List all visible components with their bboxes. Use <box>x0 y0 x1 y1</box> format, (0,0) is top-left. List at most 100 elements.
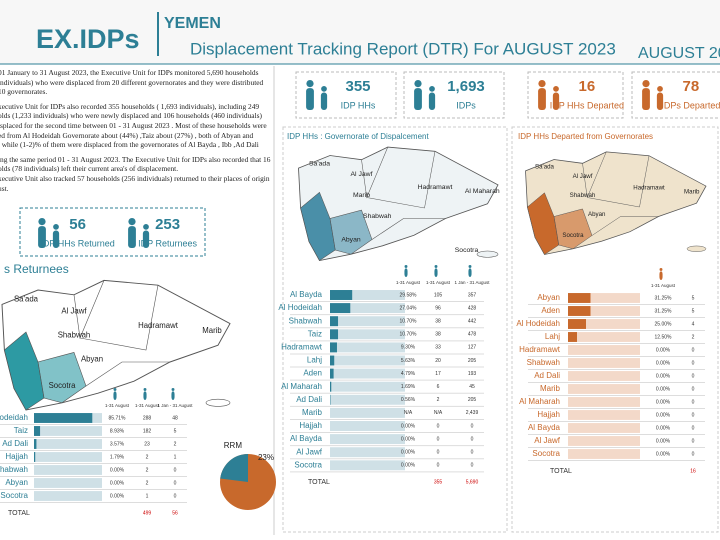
cell: 5 <box>174 428 177 434</box>
cell: 2 <box>146 467 149 473</box>
row-label: Hajjah <box>5 452 28 461</box>
bar <box>330 342 337 353</box>
cell: 20 <box>435 358 441 364</box>
row-label: Abyan <box>537 293 560 302</box>
stat-label: IDPs Departed <box>661 100 720 110</box>
map-label: Hadramawt <box>138 321 179 330</box>
bar <box>34 452 36 462</box>
bar-track <box>568 319 640 329</box>
bar-track <box>568 410 640 420</box>
row-label: Marib <box>540 384 561 393</box>
icon <box>414 88 422 110</box>
pct-label: 27.04% <box>400 305 418 311</box>
cell: 0 <box>471 423 474 429</box>
bar-track <box>34 426 102 436</box>
pct-label: 0.00% <box>656 451 671 457</box>
map-label: Sa'ada <box>535 164 555 171</box>
cell: 0 <box>692 399 695 405</box>
text-line: olds (78 individuals) left their current… <box>0 164 179 174</box>
cell: 193 <box>468 371 477 377</box>
pct-label: 12.50% <box>655 334 673 340</box>
panel <box>511 126 719 533</box>
total-cell: TOTAL <box>550 468 572 475</box>
pct-label: 0.00% <box>110 480 125 486</box>
map-region <box>329 209 373 255</box>
cell: 96 <box>435 305 441 311</box>
map-label: Hadramawt <box>633 185 665 192</box>
map-label: Abyan <box>81 355 103 364</box>
stat-label: IDP Returnees <box>138 238 197 248</box>
map: Sa'ada Al Jawf Hadramawt Marib Shabwah Abyan S… <box>1 279 231 411</box>
row-label: Taiz <box>308 329 322 338</box>
pct-label: 0.00% <box>656 373 671 379</box>
icon <box>642 80 650 88</box>
cell: 428 <box>468 305 477 311</box>
icon <box>53 224 59 230</box>
cell: 2 <box>146 454 149 460</box>
pct-label: 1.79% <box>110 454 125 460</box>
pct-label: 31.25% <box>655 295 673 301</box>
cell: 127 <box>468 345 477 351</box>
country: YEMEN <box>164 15 221 32</box>
pct-label: 1.69% <box>401 384 416 390</box>
map-label: Al Jawf <box>61 307 87 316</box>
row-label: Al Hodeidah <box>516 319 560 328</box>
map-border <box>361 146 446 240</box>
cell: 0 <box>437 450 440 456</box>
icon <box>321 86 327 92</box>
icon <box>320 92 328 110</box>
icon <box>113 388 117 391</box>
report-date: AUGUST 20 <box>638 45 720 62</box>
bar-track <box>568 345 640 355</box>
column-header: 1-31 August <box>135 403 160 408</box>
intro-text: 01 January to 31 August 2023, the Execut… <box>0 68 288 198</box>
map-label: Sa'ada <box>309 161 330 168</box>
cell: 0 <box>174 493 177 499</box>
icon <box>642 88 650 110</box>
icon <box>306 80 314 88</box>
bar <box>330 303 351 314</box>
row-label: Hajjah <box>299 421 322 430</box>
text-line: ust. <box>0 183 9 193</box>
bar-track <box>568 358 640 368</box>
icon <box>434 265 438 268</box>
pct-label: 10.70% <box>400 332 418 338</box>
row-label: Ad Dali <box>534 371 560 380</box>
pct-label: 29.58% <box>400 292 418 298</box>
cell: 0 <box>437 436 440 442</box>
cell: 6 <box>437 384 440 390</box>
row-label: Al Jawf <box>296 447 323 456</box>
cell: 205 <box>468 397 477 403</box>
bar-track <box>330 342 405 353</box>
cell: 288 <box>143 415 152 421</box>
pct-label: 0.00% <box>401 423 416 429</box>
stat-value: 355 <box>345 78 370 95</box>
column-header: 1-31 August <box>396 280 421 285</box>
icon <box>434 268 438 277</box>
column-header: 1 Jan - 31 August <box>454 280 490 285</box>
paragraph: ing the same period 01 - 31 August 2023.… <box>0 155 288 193</box>
map: Sa'ada Al Jawf Hadramawt Al Maharah Marib Sha… <box>298 146 500 261</box>
cell: 0 <box>471 436 474 442</box>
row-label: Shabwah <box>289 316 322 325</box>
bar-track <box>568 371 640 381</box>
row-label: Al Maharah <box>281 382 322 391</box>
cell: 0 <box>471 463 474 469</box>
section-title: IDP HHs Departed from Governorates <box>518 132 653 141</box>
bar-track <box>34 465 102 475</box>
pct-label: 10.70% <box>400 319 418 325</box>
total-cell: TOTAL <box>308 479 330 486</box>
cell: 0 <box>471 450 474 456</box>
icon <box>52 230 60 248</box>
icon <box>656 92 664 110</box>
stat-value: 1,693 <box>447 78 485 95</box>
cell: 2 <box>692 334 695 340</box>
icon <box>171 391 175 400</box>
map-label: Al Maharah <box>465 188 500 195</box>
cell: 205 <box>468 358 477 364</box>
row-label: Ad Dali <box>2 439 28 448</box>
map-island <box>686 245 707 252</box>
map-label: Socotra <box>455 247 479 254</box>
icon <box>468 268 472 277</box>
